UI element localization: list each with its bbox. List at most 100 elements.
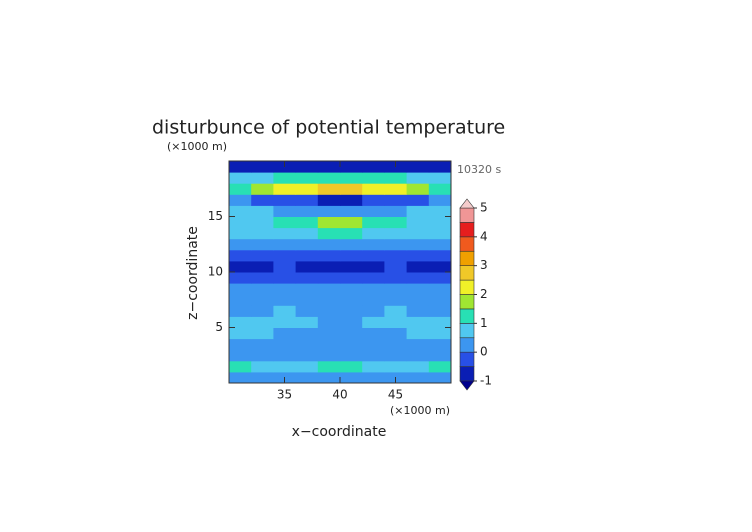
cell — [362, 305, 385, 317]
colorbar-box — [459, 279, 475, 295]
cell — [406, 294, 430, 306]
cell — [317, 216, 341, 229]
cell — [251, 316, 274, 328]
colorbar-box — [459, 250, 475, 266]
cell — [317, 272, 341, 284]
colorbar-box — [459, 207, 475, 223]
colorbar-tick-label: 2 — [480, 287, 488, 301]
cell — [251, 349, 274, 362]
cell — [406, 349, 430, 362]
cell — [317, 371, 341, 384]
cell — [317, 283, 341, 295]
cell — [295, 349, 319, 362]
cell — [295, 216, 319, 229]
cell — [251, 205, 274, 217]
colorbar-box — [459, 323, 475, 339]
cell — [406, 238, 430, 251]
cell — [340, 272, 363, 284]
cell — [384, 349, 408, 362]
cell — [229, 172, 252, 184]
y-unit: (×1000 m) — [167, 140, 227, 153]
cell — [406, 227, 430, 240]
time-label: 10320 s — [457, 163, 501, 176]
cell — [295, 249, 319, 262]
cell — [340, 194, 363, 206]
colorbar-under — [459, 380, 475, 391]
cell — [229, 283, 252, 295]
cell — [295, 371, 319, 384]
cell — [251, 327, 274, 340]
cell — [273, 216, 297, 229]
cell — [384, 305, 408, 317]
cell — [362, 238, 385, 251]
cell — [384, 227, 408, 240]
cell — [251, 183, 274, 195]
cell — [251, 272, 274, 284]
cell — [251, 161, 274, 173]
colorbar-tick-label: 1 — [480, 316, 488, 330]
cell — [406, 183, 430, 195]
cell — [295, 327, 319, 340]
colorbar-box — [459, 294, 475, 310]
cell — [273, 316, 297, 328]
cell — [362, 172, 385, 184]
cell — [362, 371, 385, 384]
cell — [428, 272, 452, 284]
cell — [295, 205, 319, 217]
chart-title: disturbunce of potential temperature — [152, 117, 505, 139]
cell — [384, 283, 408, 295]
cell — [362, 327, 385, 340]
cell — [384, 360, 408, 373]
cell — [229, 238, 252, 251]
cell — [406, 360, 430, 373]
cell — [340, 283, 363, 295]
cell — [273, 172, 297, 184]
cell — [384, 327, 408, 340]
cell — [229, 338, 252, 351]
cell — [273, 349, 297, 362]
colorbar-box — [459, 308, 475, 324]
cell — [428, 305, 452, 317]
cell — [406, 216, 430, 229]
cell — [406, 316, 430, 328]
cell — [340, 338, 363, 351]
x-axis-label: x−coordinate — [292, 424, 387, 440]
cell — [251, 249, 274, 262]
x-tick-label: 40 — [332, 388, 347, 402]
cell — [229, 349, 252, 362]
cell — [273, 327, 297, 340]
colorbar-tick-label: 5 — [480, 201, 488, 215]
cell — [428, 349, 452, 362]
cell — [295, 272, 319, 284]
cell — [362, 272, 385, 284]
cell — [340, 183, 363, 195]
cell — [317, 227, 341, 240]
cell — [295, 227, 319, 240]
cell — [406, 283, 430, 295]
cell — [384, 216, 408, 229]
cell — [384, 294, 408, 306]
cell — [340, 327, 363, 340]
cell — [384, 238, 408, 251]
y-tick-label: 10 — [208, 265, 223, 279]
cell — [251, 360, 274, 373]
y-axis-label: z−coordinate — [185, 226, 201, 320]
cell — [428, 205, 452, 217]
cell — [340, 316, 363, 328]
cell — [251, 238, 274, 251]
cell — [384, 194, 408, 206]
cell — [428, 360, 452, 373]
cell — [229, 371, 252, 384]
cell — [384, 260, 408, 273]
colorbar-box — [459, 366, 475, 382]
cell — [317, 316, 341, 328]
cell — [340, 360, 363, 373]
cell — [273, 338, 297, 351]
colorbar-box — [459, 337, 475, 353]
cell — [295, 183, 319, 195]
colorbar-over — [459, 198, 475, 209]
y-tick-label: 5 — [215, 320, 223, 334]
cell — [428, 227, 452, 240]
colorbar-box — [459, 236, 475, 252]
colorbar-tick-label: 0 — [480, 345, 488, 359]
